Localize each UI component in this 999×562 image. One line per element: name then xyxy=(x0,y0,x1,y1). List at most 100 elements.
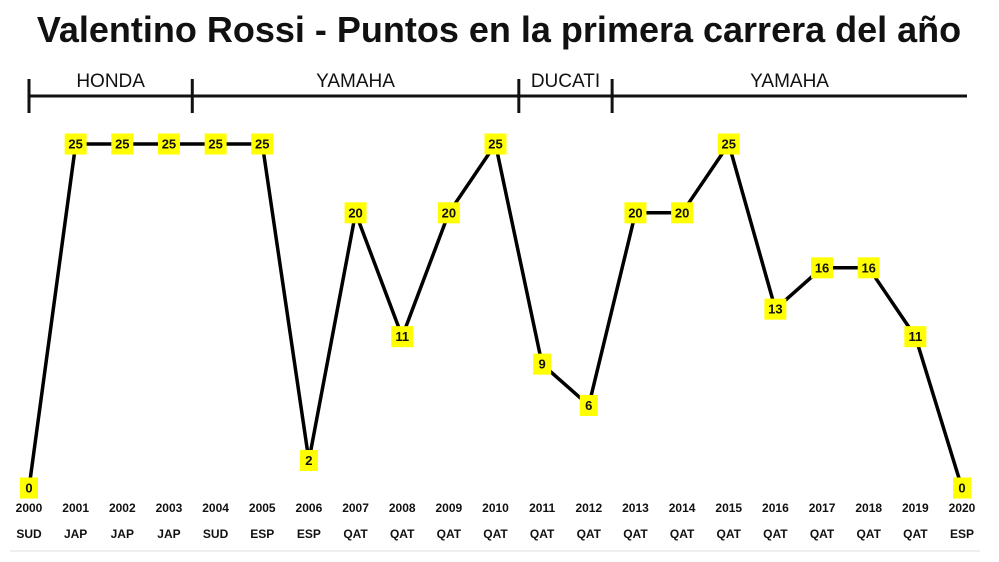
data-point: 25 xyxy=(64,133,87,155)
data-point-marker xyxy=(64,133,87,155)
data-point-marker xyxy=(391,326,414,348)
x-tick-year: 2013 xyxy=(622,501,649,515)
data-point-marker xyxy=(299,449,318,471)
data-point: 6 xyxy=(579,394,598,416)
x-tick-race: QAT xyxy=(763,527,788,541)
data-point: 20 xyxy=(344,202,367,224)
data-label: 25 xyxy=(208,137,222,152)
series-layer xyxy=(27,139,964,489)
data-label: 11 xyxy=(395,329,409,344)
team-label: YAMAHA xyxy=(316,71,395,92)
data-point-marker xyxy=(484,133,507,155)
x-axis: 2000 SUD 2001 JAP 2002 JAP 2003 JAP 2004 SUD 2005 E… xyxy=(10,501,980,552)
data-label: 2 xyxy=(305,453,312,468)
data-point: 25 xyxy=(717,133,740,155)
x-tick-race: QAT xyxy=(903,527,928,541)
x-tick-year: 2011 xyxy=(529,501,555,515)
data-point: 16 xyxy=(811,257,834,279)
data-point-marker xyxy=(437,202,460,224)
data-point-marker xyxy=(344,202,367,224)
data-point-marker xyxy=(204,133,227,155)
x-tick-year: 2009 xyxy=(435,501,462,515)
x-tick-race: ESP xyxy=(297,527,321,541)
team-label: DUCATI xyxy=(531,71,600,92)
data-label: 11 xyxy=(908,329,922,344)
data-point-marker xyxy=(953,477,971,499)
data-point-marker xyxy=(111,133,134,155)
data-point: 16 xyxy=(857,257,880,279)
data-label: 16 xyxy=(815,260,829,275)
data-point: 20 xyxy=(437,202,460,224)
x-tick-race: QAT xyxy=(577,527,602,541)
x-tick-race: JAP xyxy=(64,527,87,541)
data-point-marker xyxy=(251,133,274,155)
data-label: 0 xyxy=(958,481,965,496)
x-tick-race: QAT xyxy=(437,527,462,541)
data-point: 20 xyxy=(671,202,694,224)
x-tick-year: 2008 xyxy=(389,501,416,515)
x-tick-year: 2005 xyxy=(249,501,276,515)
data-point-marker xyxy=(579,394,598,416)
x-tick-race: QAT xyxy=(530,527,555,541)
data-label: 13 xyxy=(768,302,782,317)
x-tick-year: 2020 xyxy=(949,501,976,515)
data-point: 0 xyxy=(20,477,38,499)
data-label: 20 xyxy=(628,205,642,220)
data-label: 25 xyxy=(162,137,176,152)
x-tick-race: QAT xyxy=(717,527,742,541)
data-point-marker xyxy=(904,326,927,348)
team-timeline: HONDA YAMAHA DUCATI YAMAHA xyxy=(27,71,967,113)
data-point: 11 xyxy=(904,326,927,348)
x-tick-year: 2006 xyxy=(296,501,323,515)
x-tick-year: 2016 xyxy=(762,501,789,515)
data-label: 25 xyxy=(488,137,502,152)
data-point-marker xyxy=(811,257,834,279)
x-tick-race: ESP xyxy=(950,527,974,541)
x-tick-race: ESP xyxy=(250,527,274,541)
chart-title: Valentino Rossi - Puntos en la primera c… xyxy=(37,9,961,50)
data-point: 13 xyxy=(764,298,787,320)
data-label: 25 xyxy=(115,137,129,152)
x-tick-race: QAT xyxy=(670,527,695,541)
series-line xyxy=(27,139,964,489)
x-tick-year: 2001 xyxy=(62,501,89,515)
x-tick-year: 2003 xyxy=(156,501,183,515)
data-label: 16 xyxy=(861,260,875,275)
x-tick-year: 2018 xyxy=(855,501,882,515)
data-point-marker xyxy=(717,133,740,155)
x-tick-year: 2004 xyxy=(202,501,229,515)
x-tick-year: 2010 xyxy=(482,501,509,515)
data-label: 25 xyxy=(68,137,82,152)
data-point: 0 xyxy=(953,477,971,499)
x-tick-race: QAT xyxy=(390,527,415,541)
data-label: 25 xyxy=(722,137,736,152)
data-point: 11 xyxy=(391,326,414,348)
data-point-marker xyxy=(157,133,180,155)
x-tick-race: SUD xyxy=(16,527,42,541)
data-label: 9 xyxy=(539,357,546,372)
data-point: 25 xyxy=(251,133,274,155)
data-labels: 0 25 25 25 25 25 2 20 11 20 25 9 6 20 20 25 13 16 16 11 0 xyxy=(20,133,971,499)
data-label: 25 xyxy=(255,137,269,152)
x-tick-race: QAT xyxy=(483,527,508,541)
data-label: 0 xyxy=(25,481,32,496)
data-point-marker xyxy=(624,202,647,224)
data-point-marker xyxy=(20,477,38,499)
data-point: 9 xyxy=(533,353,552,375)
x-tick-year: 2014 xyxy=(669,501,696,515)
x-tick-year: 2000 xyxy=(16,501,43,515)
x-tick-race: JAP xyxy=(111,527,134,541)
team-label: YAMAHA xyxy=(750,71,829,92)
data-point: 25 xyxy=(484,133,507,155)
x-tick-race: QAT xyxy=(623,527,648,541)
x-tick-race: SUD xyxy=(203,527,229,541)
x-tick-year: 2019 xyxy=(902,501,929,515)
x-tick-year: 2002 xyxy=(109,501,136,515)
x-tick-race: QAT xyxy=(343,527,368,541)
team-label: HONDA xyxy=(76,71,145,92)
data-point: 20 xyxy=(624,202,647,224)
data-point-marker xyxy=(857,257,880,279)
data-point: 25 xyxy=(111,133,134,155)
